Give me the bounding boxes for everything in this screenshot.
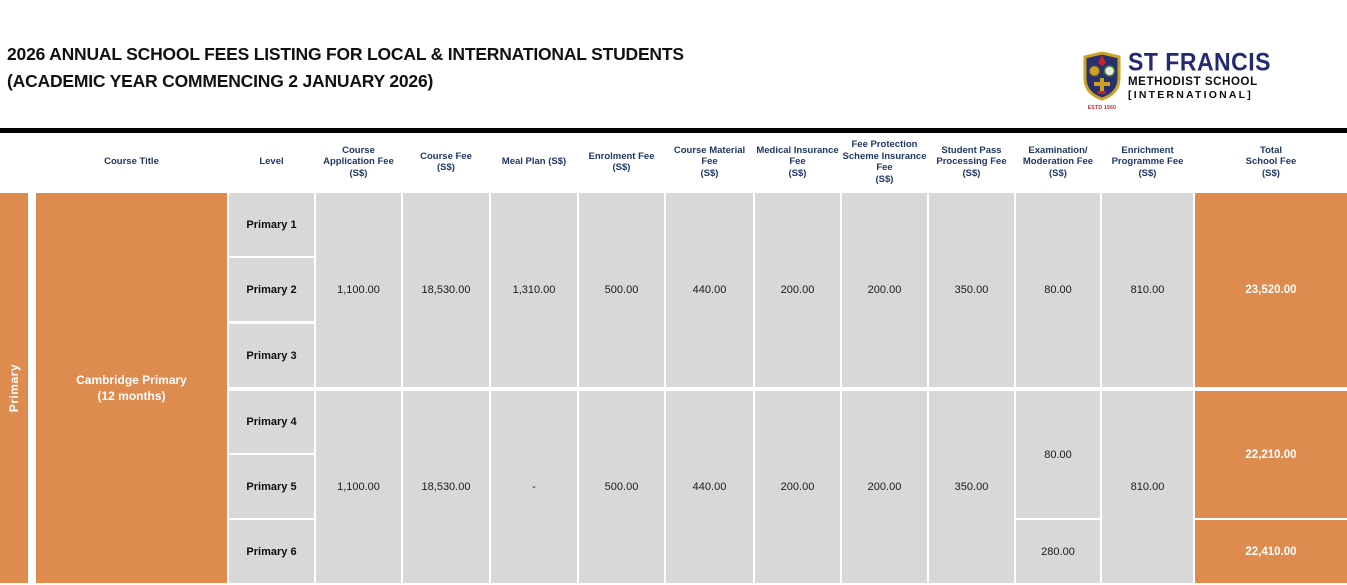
- fee-cell-g2-meal-plan: -: [491, 391, 577, 583]
- page-title: 2026 ANNUAL SCHOOL FEES LISTING FOR LOCA…: [7, 41, 684, 95]
- col-header-examination: Examination/ Moderation Fee (S$): [1022, 144, 1094, 179]
- level-cell-primary-3: Primary 3: [229, 324, 314, 387]
- total-cell-g2-p4-p5: 22,210.00: [1195, 391, 1347, 518]
- page-title-line2: (ACADEMIC YEAR COMMENCING 2 JANUARY 2026…: [7, 71, 434, 91]
- logo-international: [INTERNATIONAL]: [1128, 89, 1253, 101]
- col-header-course-application: Course Application Fee (S$): [323, 144, 394, 179]
- fee-cell-g2-student-pass: 350.00: [929, 391, 1014, 583]
- col-header-course-fee: Course Fee (S$): [420, 150, 472, 174]
- fee-cell-g1-course-fee: 18,530.00: [403, 193, 489, 387]
- table-header-row: Course Title Level Course Application Fe…: [0, 133, 1347, 191]
- fee-cell-g2-medical-insurance: 200.00: [755, 391, 840, 583]
- fee-cell-g1-course-material: 440.00: [666, 193, 753, 387]
- logo-text: ST FRANCIS METHODIST SCHOOL [INTERNATION…: [1128, 47, 1271, 101]
- level-cell-primary-2: Primary 2: [229, 258, 314, 321]
- logo-crest: ESTD 1960: [1080, 51, 1124, 111]
- col-header-course-material: Course Material Fee (S$): [673, 144, 746, 179]
- level-cell-primary-6: Primary 6: [229, 520, 314, 583]
- fee-cell-g1-student-pass: 350.00: [929, 193, 1014, 387]
- group-band-primary: Primary: [0, 193, 28, 583]
- fee-cell-g2-enrichment: 810.00: [1102, 391, 1193, 583]
- table-body: Primary Cambridge Primary (12 months) Pr…: [0, 193, 1347, 583]
- page-title-line1: 2026 ANNUAL SCHOOL FEES LISTING FOR LOCA…: [7, 44, 684, 64]
- total-cell-g2-p6: 22,410.00: [1195, 520, 1347, 583]
- fee-cell-g1-enrichment: 810.00: [1102, 193, 1193, 387]
- course-title-cell: Cambridge Primary (12 months): [36, 193, 227, 583]
- fee-cell-g1-medical-insurance: 200.00: [755, 193, 840, 387]
- level-cell-primary-5: Primary 5: [229, 455, 314, 518]
- col-header-total-school-fee: Total School Fee (S$): [1245, 144, 1297, 179]
- fee-cell-g1-examination: 80.00: [1016, 193, 1100, 387]
- col-header-student-pass: Student Pass Processing Fee (S$): [936, 144, 1007, 179]
- fee-cell-g1-enrolment: 500.00: [579, 193, 664, 387]
- fee-cell-g2-examination-p6: 280.00: [1016, 520, 1100, 583]
- fee-cell-g2-course-fee: 18,530.00: [403, 391, 489, 583]
- col-header-meal-plan: Meal Plan (S$): [501, 156, 567, 168]
- fee-cell-g2-course-material: 440.00: [666, 391, 753, 583]
- fee-cell-g1-meal-plan: 1,310.00: [491, 193, 577, 387]
- col-header-enrichment: Enrichment Programme Fee (S$): [1111, 144, 1184, 179]
- level-cell-primary-1: Primary 1: [229, 193, 314, 256]
- level-cell-primary-4: Primary 4: [229, 391, 314, 453]
- col-header-fee-protection: Fee Protection Scheme Insurance Fee (S$): [842, 139, 927, 185]
- school-crest-icon: [1083, 51, 1121, 101]
- col-header-level: Level: [259, 156, 284, 168]
- col-header-course-title: Course Title: [104, 156, 159, 168]
- logo-subtitle: METHODIST SCHOOL: [1128, 76, 1258, 88]
- fee-cell-g1-course-application: 1,100.00: [316, 193, 401, 387]
- col-header-medical-insurance: Medical Insurance Fee (S$): [756, 144, 839, 179]
- logo-name: ST FRANCIS: [1128, 47, 1271, 76]
- logo-estd: ESTD 1960: [1087, 105, 1117, 111]
- group-band-label: Primary: [7, 363, 21, 413]
- col-header-enrolment-fee: Enrolment Fee (S$): [588, 150, 655, 174]
- fee-cell-g2-enrolment: 500.00: [579, 391, 664, 583]
- total-cell-g1: 23,520.00: [1195, 193, 1347, 387]
- fee-cell-g1-fee-protection: 200.00: [842, 193, 927, 387]
- school-logo: ESTD 1960 ST FRANCIS METHODIST SCHOOL [I…: [1080, 47, 1271, 111]
- fee-cell-g2-examination-p4-p5: 80.00: [1016, 391, 1100, 518]
- table-top-rule: [0, 128, 1347, 133]
- fee-cell-g2-fee-protection: 200.00: [842, 391, 927, 583]
- fee-cell-g2-course-application: 1,100.00: [316, 391, 401, 583]
